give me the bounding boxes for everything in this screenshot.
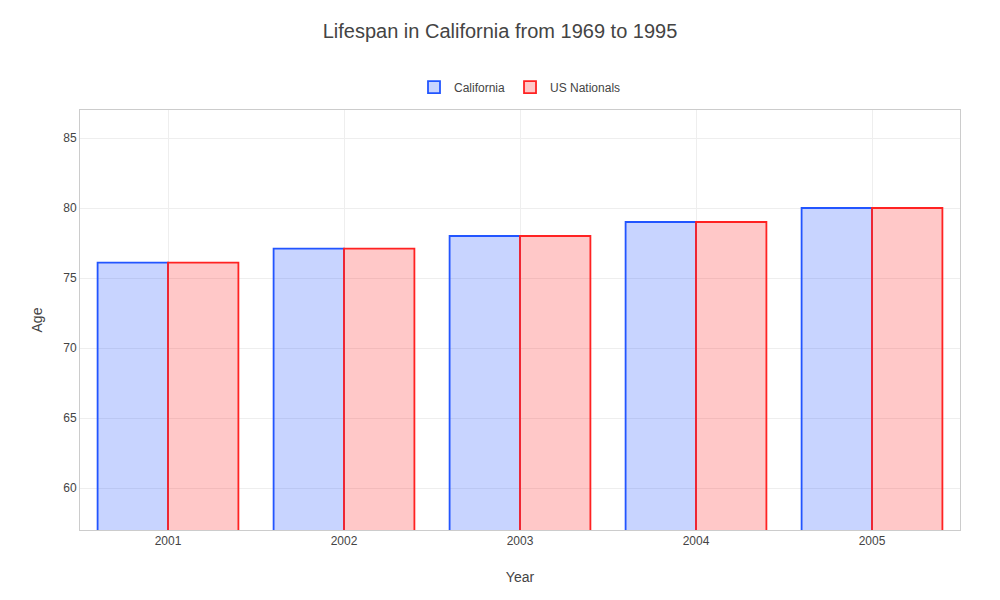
svg-text:2003: 2003 [507,534,534,548]
svg-text:2005: 2005 [859,534,886,548]
svg-text:Year: Year [506,569,535,585]
svg-text:65: 65 [63,411,77,425]
svg-text:2004: 2004 [683,534,710,548]
svg-text:80: 80 [63,201,77,215]
svg-text:Lifespan in California from 19: Lifespan in California from 1969 to 1995 [323,20,678,42]
svg-text:Age: Age [29,307,45,332]
svg-text:85: 85 [63,131,77,145]
svg-text:2002: 2002 [331,534,358,548]
svg-text:75: 75 [63,271,77,285]
svg-text:2001: 2001 [155,534,182,548]
svg-text:60: 60 [63,481,77,495]
svg-text:70: 70 [63,341,77,355]
svg-text:US Nationals: US Nationals [550,81,620,95]
svg-text:California: California [454,81,505,95]
